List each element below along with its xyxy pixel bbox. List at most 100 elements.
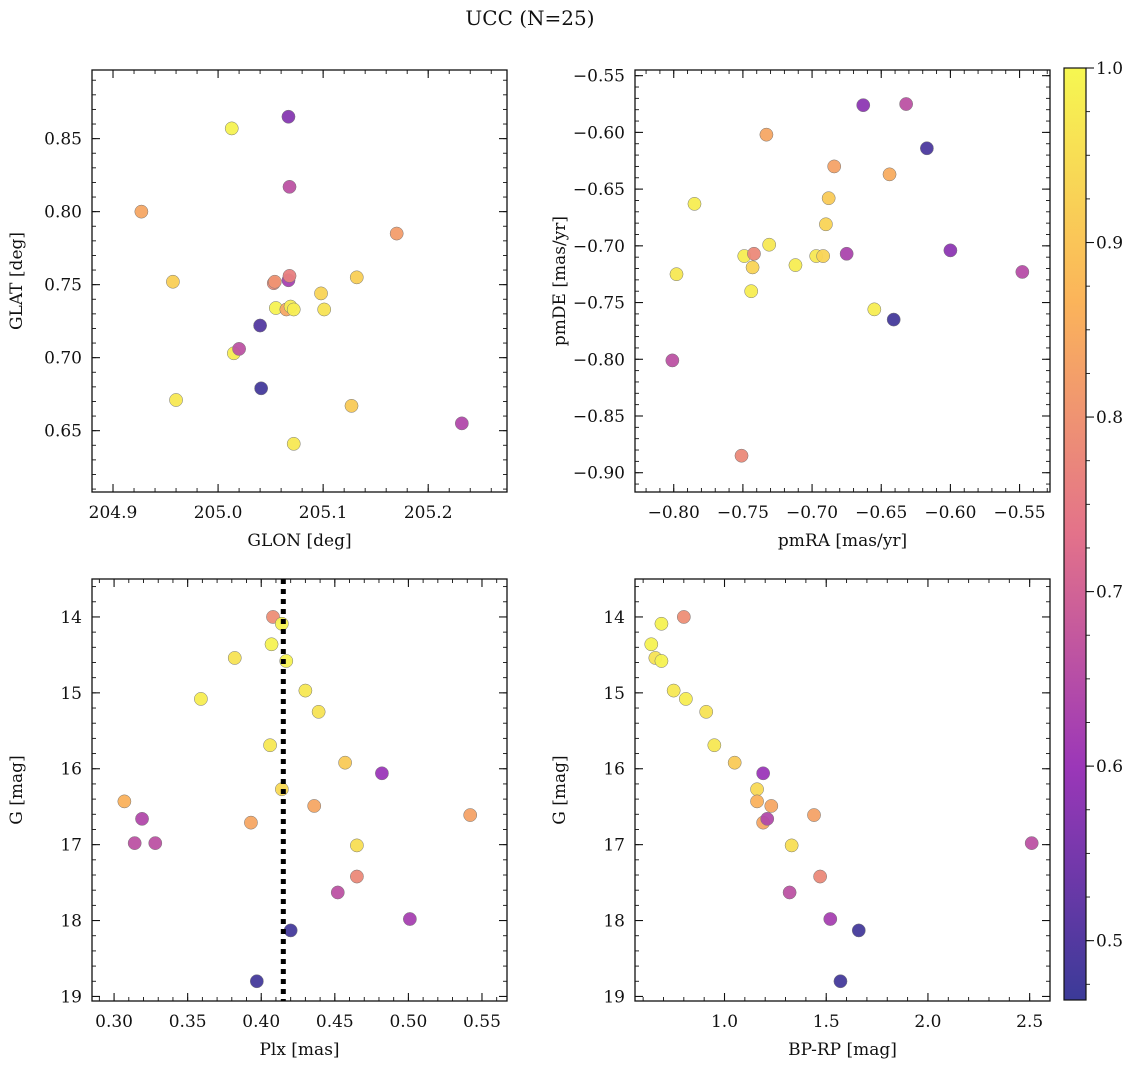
points-layer	[665, 97, 1030, 463]
scatter-point	[676, 610, 691, 624]
x-tick-label: 204.9	[89, 503, 138, 523]
scatter-point	[286, 302, 301, 317]
scatter-point	[851, 923, 866, 938]
scatter-point	[282, 179, 297, 194]
scatter-point	[263, 738, 277, 753]
scatter-point	[286, 436, 301, 451]
scatter-point	[764, 799, 779, 813]
points-layer	[134, 109, 469, 451]
scatter-point	[745, 260, 760, 275]
scatter-point	[244, 815, 258, 830]
scatter-point	[744, 284, 759, 299]
scatter-point	[454, 416, 469, 431]
colorbar-tick-label: 0.9	[1096, 234, 1123, 254]
scatter-point	[311, 704, 326, 719]
y-tick-label: 15	[603, 684, 625, 704]
x-tick-label: 1.0	[711, 1012, 738, 1032]
scatter-point	[750, 794, 764, 809]
y-tick-label: 15	[60, 684, 82, 704]
scatter-point	[403, 912, 417, 926]
y-tick-label: 17	[603, 836, 625, 856]
scatter-point	[788, 258, 803, 272]
x-tick-label: −0.65	[855, 503, 907, 523]
scatter-point	[816, 249, 830, 263]
scatter-point	[349, 270, 364, 285]
scatter-point	[813, 869, 827, 884]
y-tick-label: −0.80	[573, 350, 625, 370]
scatter-point	[267, 274, 282, 289]
y-tick-label: 17	[60, 836, 82, 856]
scatter-point	[350, 869, 364, 884]
scatter-point	[350, 838, 364, 853]
scatter-point	[886, 312, 901, 327]
scatter-point	[194, 692, 208, 706]
figure-title: UCC (N=25)	[465, 6, 595, 30]
plot-frame	[91, 578, 508, 1002]
scatter-point	[317, 302, 332, 317]
y-tick-label: −0.70	[573, 237, 625, 257]
y-axis-label: pmDE [mas/yr]	[550, 216, 570, 346]
scatter-point	[281, 109, 296, 124]
y-tick-label: 0.80	[44, 203, 82, 223]
scatter-point	[699, 704, 714, 719]
y-tick-label: 0.65	[44, 422, 82, 442]
y-axis-label: GLAT [deg]	[7, 232, 27, 330]
scatter-point	[314, 286, 328, 301]
scatter-point	[298, 683, 313, 698]
scatter-point	[279, 654, 294, 668]
scatter-point	[833, 974, 848, 989]
scatter-point	[823, 912, 838, 926]
scatter-point	[283, 923, 298, 938]
panel-top-left: 204.9 205.0 205.1 205.2 0.65 0.70 0.75 0.80 0.85…	[7, 69, 508, 551]
scatter-point	[920, 141, 934, 156]
colorbar-tick-label: 0.5	[1096, 932, 1123, 952]
y-axis-label: G [mag]	[550, 755, 570, 824]
scatter-point	[759, 127, 774, 142]
x-tick-label: −0.75	[717, 503, 769, 523]
scatter-point	[227, 651, 242, 665]
scatter-point	[282, 269, 297, 283]
scatter-point	[856, 98, 871, 113]
x-axis-label: BP-RP [mag]	[788, 1040, 897, 1060]
plot-frame	[634, 69, 1051, 493]
scatter-point	[679, 692, 693, 706]
y-tick-label: 19	[60, 987, 82, 1007]
x-tick-label: 1.5	[813, 1012, 840, 1032]
scatter-point	[330, 885, 345, 900]
scatter-point	[750, 782, 764, 797]
x-tick-label: 0.45	[316, 1012, 354, 1032]
scatter-point	[899, 97, 913, 111]
y-axis-label: G [mag]	[7, 755, 27, 824]
y-tick-label: 18	[603, 912, 625, 932]
y-tick-label: −0.65	[573, 180, 625, 200]
scatter-point	[734, 448, 749, 463]
plot-frame	[634, 578, 1051, 1002]
x-axis-label: GLON [deg]	[247, 531, 351, 551]
x-tick-label: −0.55	[994, 503, 1046, 523]
scatter-point	[232, 342, 246, 356]
x-axis-label: Plx [mas]	[259, 1040, 339, 1060]
scatter-point	[135, 811, 149, 826]
scatter-point	[839, 246, 854, 261]
panel-bottom-left: 0.30 0.35 0.40 0.45 0.50 0.55 14 15 16 17 18 19 Plx …	[7, 578, 508, 1060]
x-tick-label: 0.50	[389, 1012, 427, 1032]
panel-bottom-right: 1.0 1.5 2.0 2.5 14 15 16 17 18 19 BP-RP [mag] G [ma…	[550, 578, 1051, 1060]
x-tick-label: −0.80	[648, 503, 700, 523]
colorbar-tick-label: 0.6	[1096, 757, 1123, 777]
scatter-point	[254, 381, 269, 396]
scatter-point	[169, 393, 183, 407]
scatter-point	[117, 794, 132, 809]
scatter-point	[819, 217, 833, 232]
scatter-point	[760, 811, 775, 826]
scatter-point	[307, 799, 322, 813]
scatter-point	[249, 974, 264, 989]
scatter-point	[762, 237, 777, 252]
scatter-point	[224, 121, 239, 136]
scatter-point	[782, 885, 797, 900]
y-tick-label: −0.55	[573, 67, 625, 87]
scatter-point	[654, 654, 669, 668]
scatter-point	[687, 197, 702, 211]
y-tick-label: 14	[603, 608, 625, 628]
scatter-point	[665, 353, 680, 368]
